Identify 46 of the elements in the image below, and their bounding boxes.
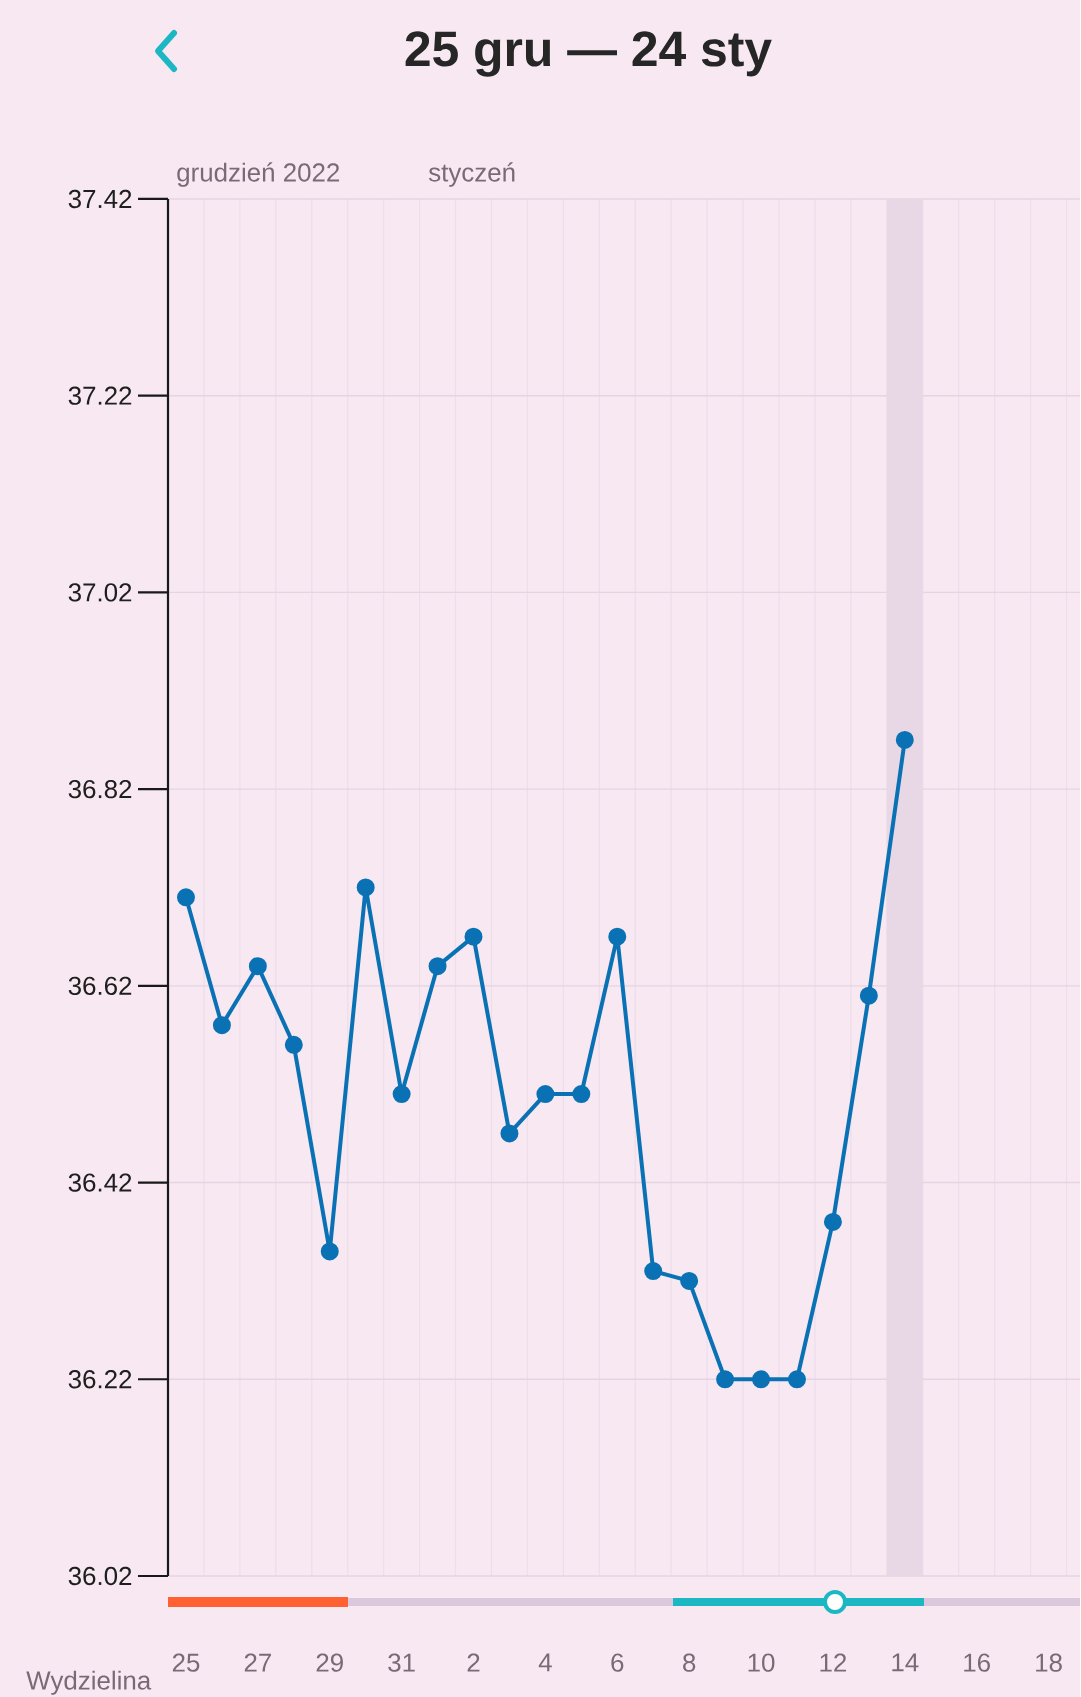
point (895, 730, 914, 749)
point (500, 1124, 519, 1143)
point (572, 1085, 591, 1104)
chart-title: 25 gru — 24 sty (405, 31, 772, 77)
y-tick-label: 36.82 (68, 779, 132, 799)
x-tick-label: 6 (611, 1653, 624, 1672)
point (428, 957, 447, 976)
x-tick-label: 25 (173, 1653, 200, 1672)
y-tick-label: 36.22 (68, 1370, 132, 1389)
point (320, 1242, 339, 1261)
x-tick-label: 12 (820, 1653, 847, 1672)
x-tick-label: 18 (1036, 1653, 1062, 1672)
point (824, 1212, 843, 1231)
y-tick-label: 37.02 (68, 583, 132, 602)
point (644, 1262, 663, 1281)
point (213, 1016, 232, 1035)
x-tick-label: 14 (892, 1653, 919, 1672)
x-tick-label: 31 (388, 1653, 415, 1672)
point (464, 927, 483, 946)
x-tick-label: 10 (748, 1653, 775, 1672)
point (249, 957, 267, 976)
point (608, 927, 627, 946)
x-tick-label: 27 (244, 1653, 272, 1672)
y-tick-label: 36.62 (68, 976, 132, 996)
y-tick-label: 37.42 (68, 189, 132, 209)
point (860, 986, 878, 1005)
point (356, 878, 375, 897)
y-tick-label: 37.22 (68, 386, 132, 405)
text: styczeń (429, 162, 515, 187)
text: grudzień 2022 (177, 162, 340, 187)
point (177, 888, 196, 907)
x-tick-label: 2 (467, 1653, 480, 1672)
x-tick-label: 8 (683, 1653, 696, 1672)
point (536, 1085, 555, 1104)
x-tick-label: 4 (538, 1653, 552, 1672)
y-tick-label: 36.42 (68, 1173, 132, 1192)
text: Wydzielina (26, 1670, 152, 1695)
x-tick-label: 16 (964, 1653, 991, 1672)
point (392, 1085, 411, 1104)
point (752, 1370, 771, 1389)
point (680, 1271, 699, 1290)
y-tick-label: 36.02 (68, 1566, 132, 1586)
point (284, 1035, 303, 1054)
x-tick-label: 29 (316, 1653, 344, 1672)
point (788, 1370, 807, 1389)
point (716, 1370, 735, 1389)
